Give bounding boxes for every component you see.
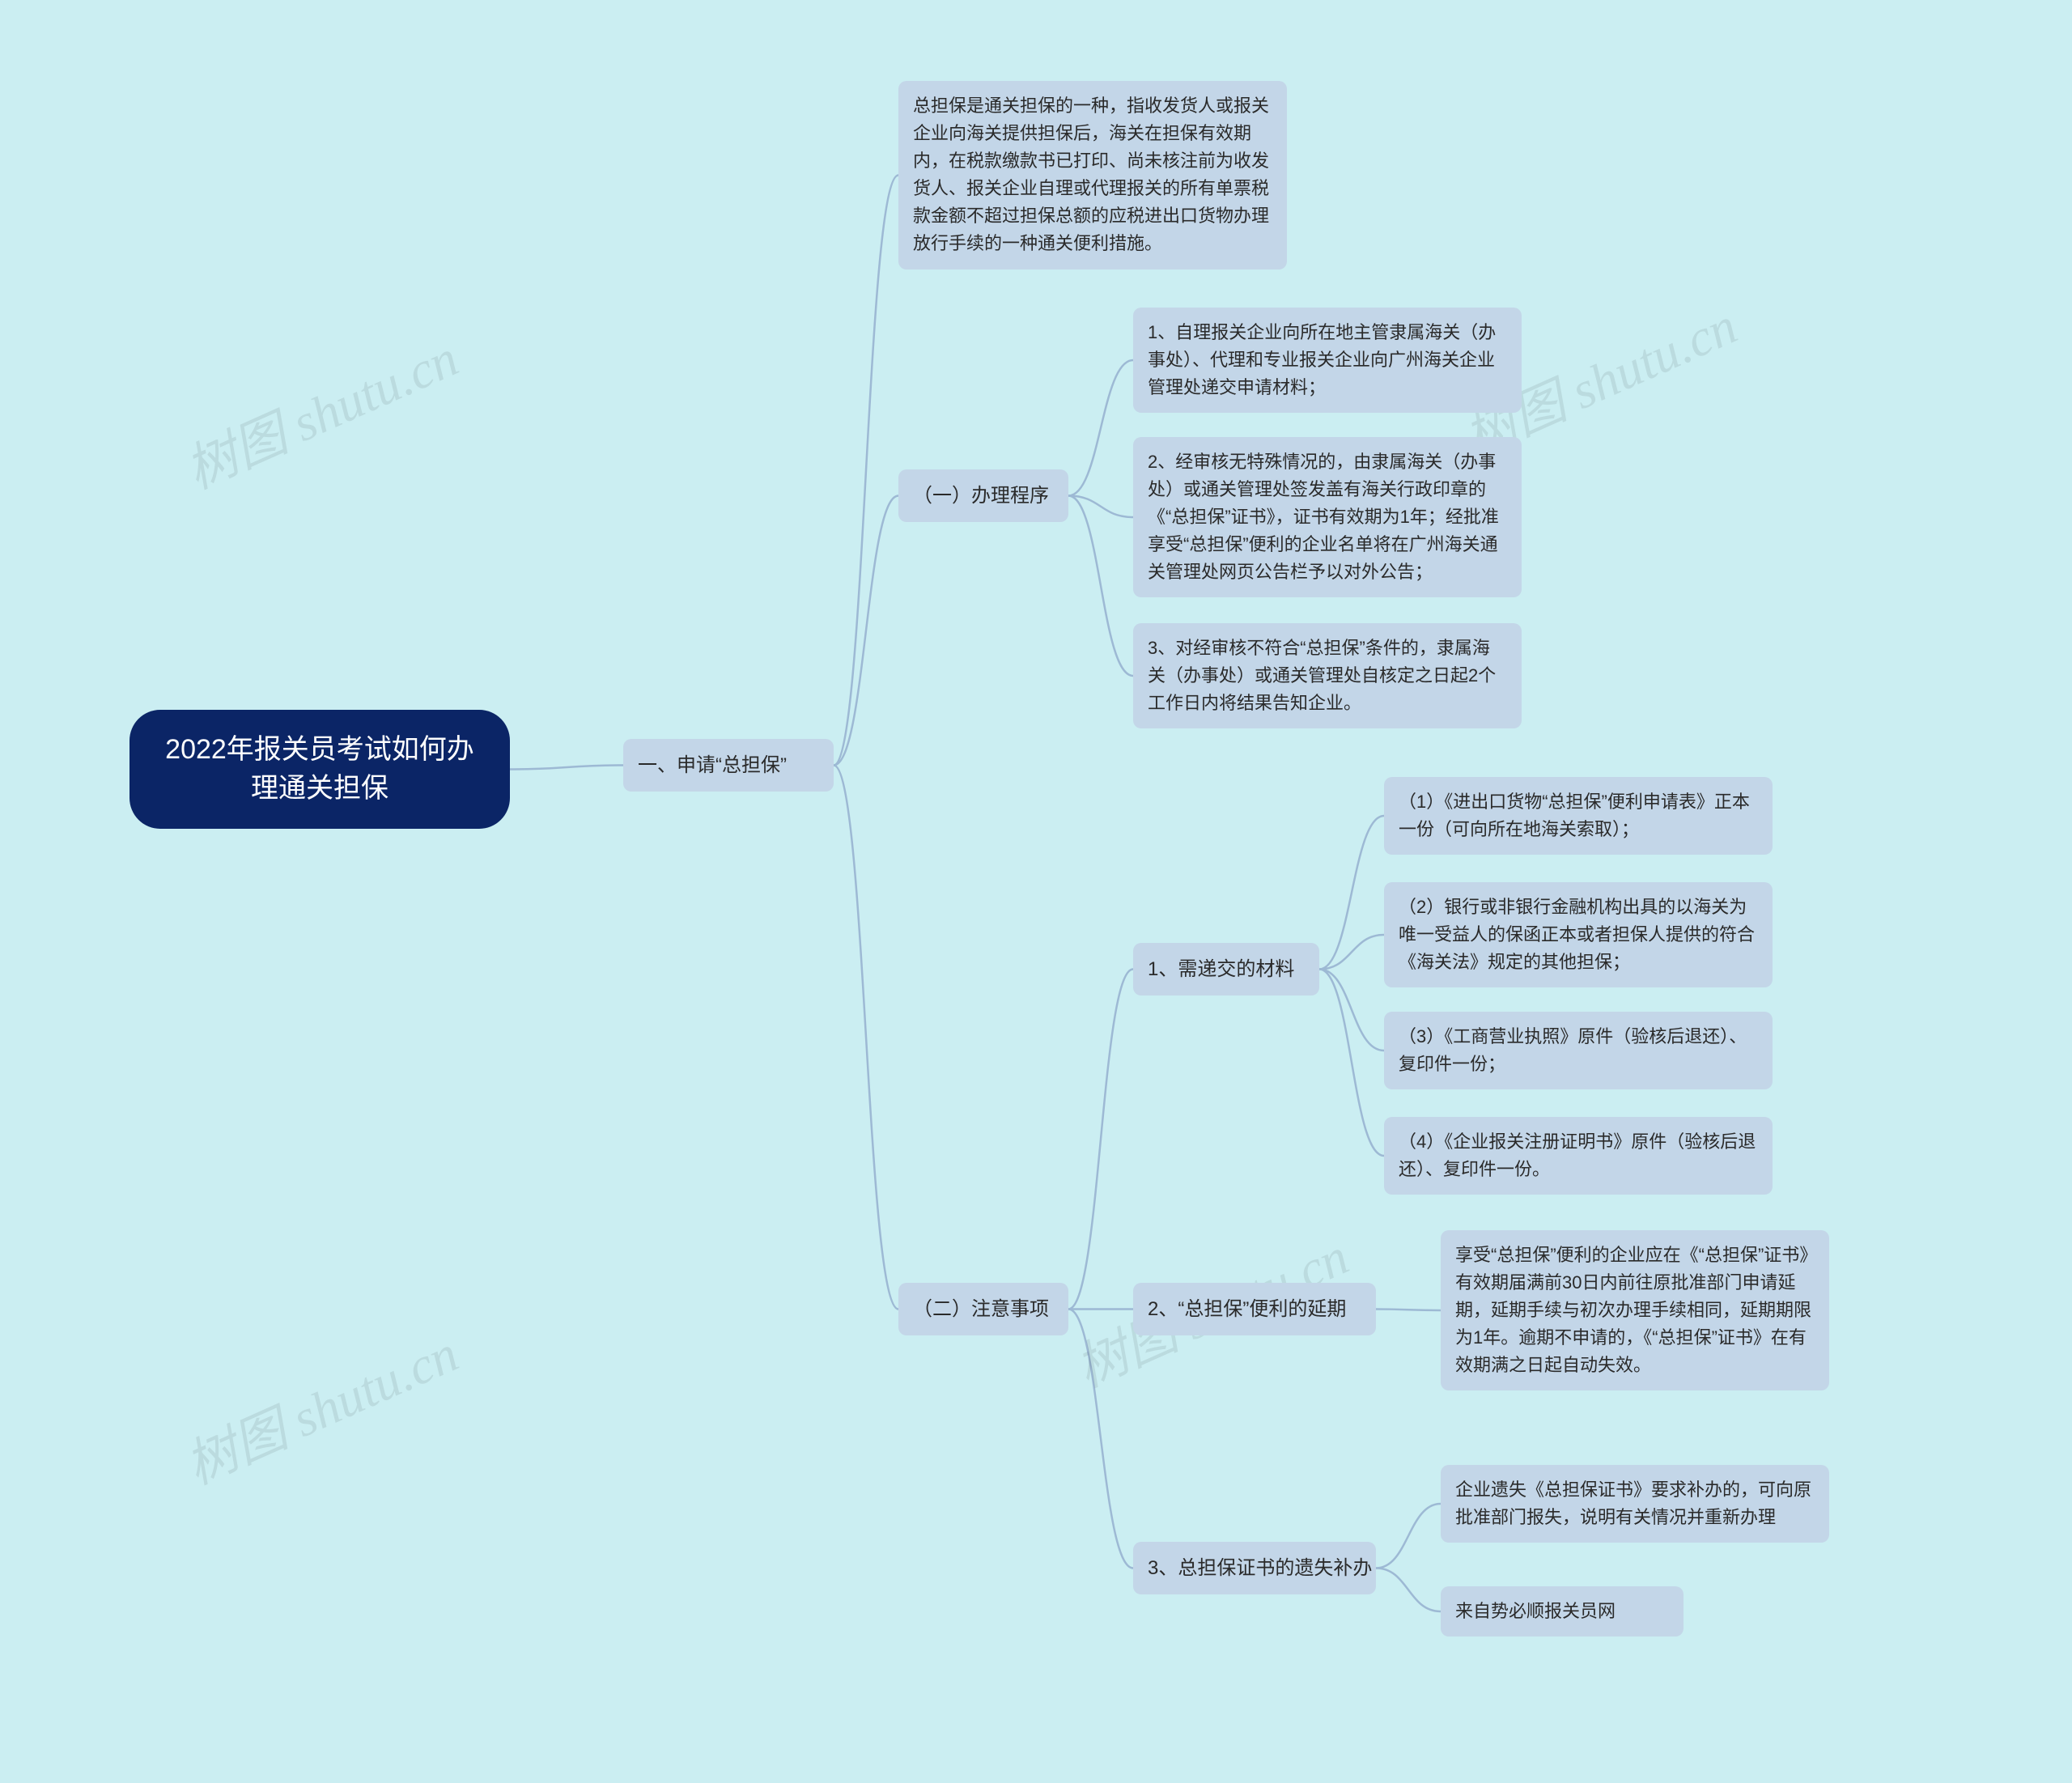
- watermark: 树图 shutu.cn: [172, 1313, 468, 1499]
- node-b1a[interactable]: 1、自理报关企业向所在地主管隶属海关（办事处）、代理和专业报关企业向广州海关企业…: [1133, 308, 1522, 413]
- node-b2a2[interactable]: （2）银行或非银行金融机构出具的以海关为唯一受益人的保函正本或者担保人提供的符合…: [1384, 882, 1773, 987]
- node-b2c[interactable]: 3、总担保证书的遗失补办: [1133, 1542, 1376, 1594]
- watermark: 树图 shutu.cn: [172, 317, 468, 503]
- mindmap-canvas: 树图 shutu.cn树图 shutu.cn树图 shutu.cn树图 shut…: [0, 0, 2072, 1783]
- node-b2c1[interactable]: 企业遗失《总担保证书》要求补办的，可向原批准部门报失，说明有关情况并重新办理: [1441, 1465, 1829, 1543]
- node-b1b[interactable]: 2、经审核无特殊情况的，由隶属海关（办事处）或通关管理处签发盖有海关行政印章的《…: [1133, 437, 1522, 597]
- node-desc[interactable]: 总担保是通关担保的一种，指收发货人或报关企业向海关提供担保后，海关在担保有效期内…: [898, 81, 1287, 270]
- node-b2a[interactable]: 1、需递交的材料: [1133, 943, 1319, 996]
- node-b2b[interactable]: 2、“总担保”便利的延期: [1133, 1283, 1376, 1335]
- node-b2c2[interactable]: 来自势必顺报关员网: [1441, 1586, 1684, 1637]
- node-root[interactable]: 2022年报关员考试如何办理通关担保: [130, 710, 510, 829]
- node-b2a4[interactable]: （4）《企业报关注册证明书》原件（验核后退还）、复印件一份。: [1384, 1117, 1773, 1195]
- node-b2[interactable]: （二）注意事项: [898, 1283, 1068, 1335]
- node-a[interactable]: 一、申请“总担保”: [623, 739, 834, 792]
- node-b2a1[interactable]: （1）《进出口货物“总担保”便利申请表》正本一份（可向所在地海关索取）；: [1384, 777, 1773, 855]
- node-b1c[interactable]: 3、对经审核不符合“总担保”条件的，隶属海关（办事处）或通关管理处自核定之日起2…: [1133, 623, 1522, 728]
- node-b2b1[interactable]: 享受“总担保”便利的企业应在《“总担保”证书》有效期届满前30日内前往原批准部门…: [1441, 1230, 1829, 1390]
- node-b1[interactable]: （一）办理程序: [898, 469, 1068, 522]
- node-b2a3[interactable]: （3）《工商营业执照》原件（验核后退还）、复印件一份；: [1384, 1012, 1773, 1089]
